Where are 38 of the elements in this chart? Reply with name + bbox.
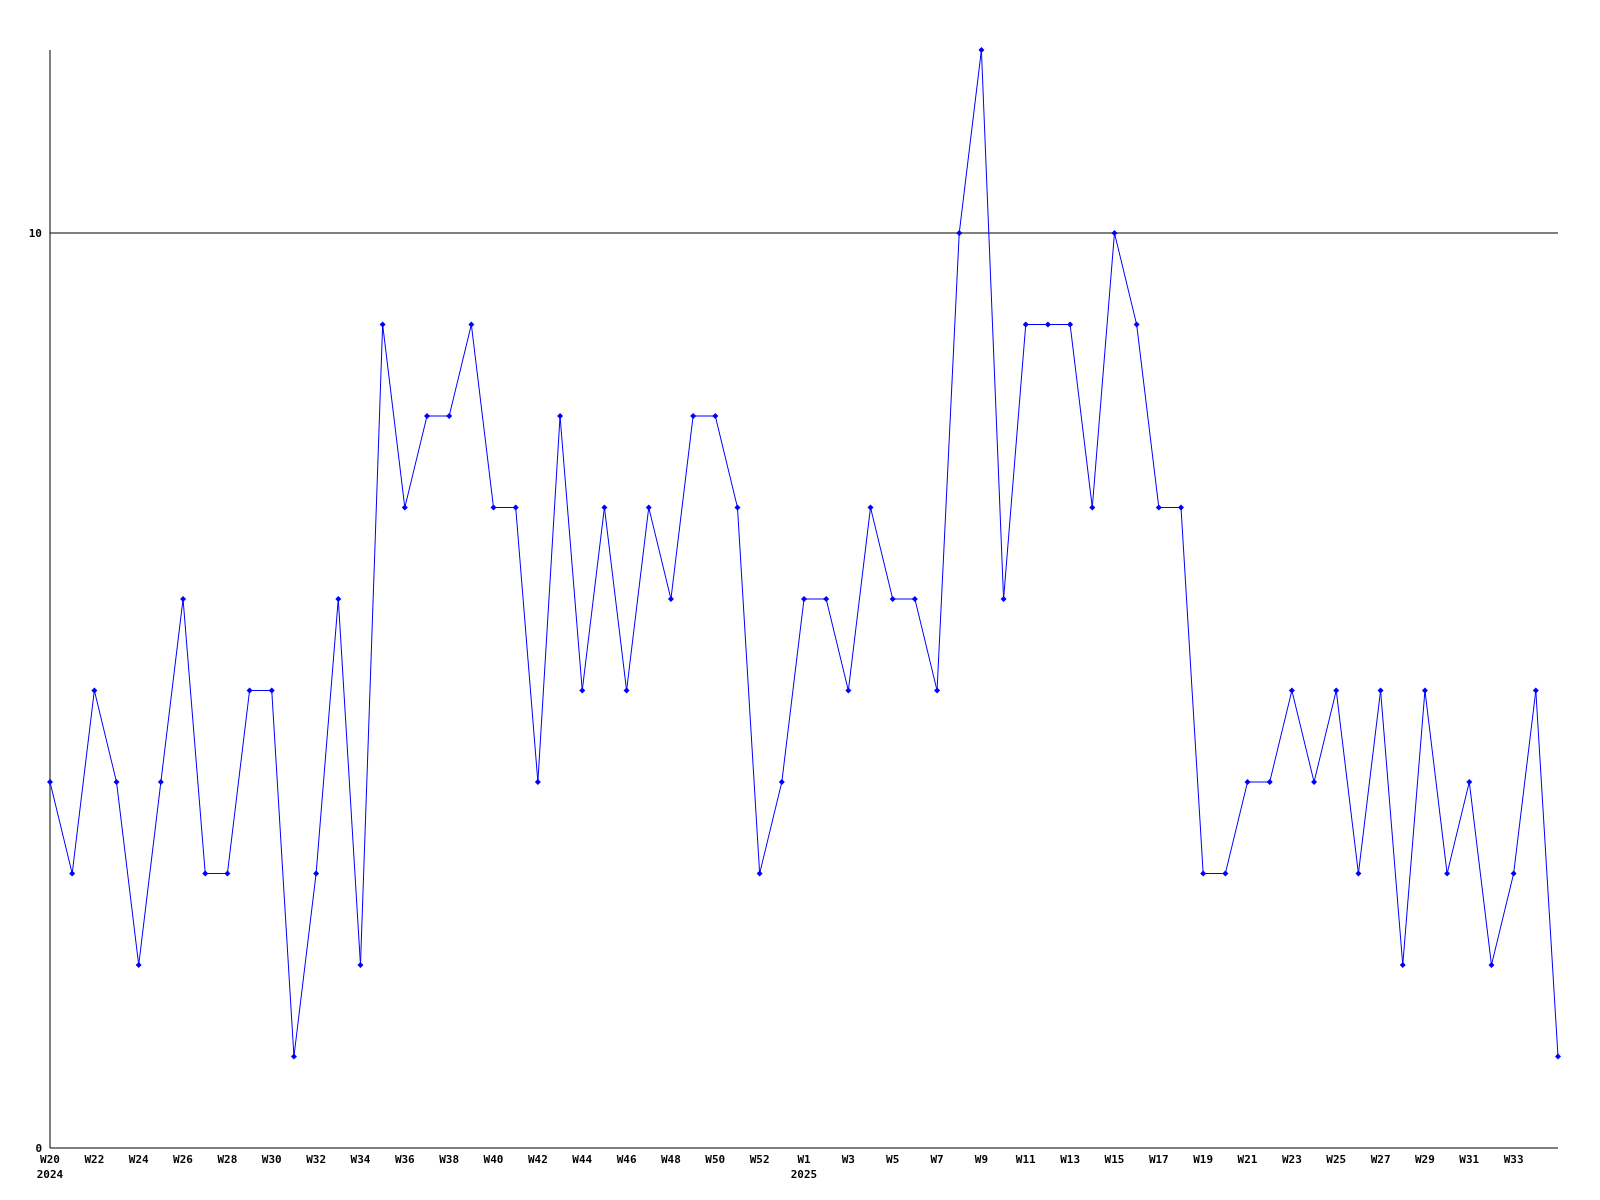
x-tick-label: W1 (797, 1153, 811, 1166)
x-tick-label: W36 (394, 1153, 416, 1166)
x-tick-label: W30 (261, 1153, 282, 1166)
x-tick-label: W21 (1237, 1153, 1258, 1166)
x-tick-label: W23 (1281, 1153, 1302, 1166)
x-tick-label: W28 (217, 1153, 238, 1166)
x-tick-label: W3 (841, 1153, 855, 1166)
x-tick-label: W7 (930, 1153, 944, 1166)
x-tick-label: W33 (1503, 1153, 1524, 1166)
x-tick-label: W46 (616, 1153, 637, 1166)
x-tick-label: W25 (1326, 1153, 1347, 1166)
x-tick-label: W13 (1060, 1153, 1081, 1166)
x-tick-label: W52 (749, 1153, 770, 1166)
x-tick-label: W26 (173, 1153, 194, 1166)
x-tick-label: W24 (128, 1153, 150, 1166)
x-tick-label: W44 (572, 1153, 593, 1166)
x-tick-label: W34 (350, 1153, 371, 1166)
text: 2025 (790, 1168, 818, 1181)
x-tick-label: W42 (527, 1153, 548, 1166)
x-tick-label: W19 (1193, 1153, 1214, 1166)
x-tick-label: W20 (40, 1153, 60, 1166)
x-tick-label: W32 (306, 1153, 327, 1166)
x-tick-label: W22 (84, 1153, 105, 1166)
x-tick-label: W50 (705, 1153, 726, 1166)
x-tick-label: W17 (1148, 1153, 1169, 1166)
x-tick-label: W9 (974, 1153, 989, 1166)
y-tick-label: 0 (35, 1141, 42, 1155)
x-tick-label: W15 (1104, 1153, 1125, 1166)
x-tick-label: W29 (1415, 1153, 1435, 1166)
x-tick-label: W38 (439, 1153, 460, 1166)
x-tick-label: W40 (483, 1153, 504, 1166)
x-tick-label: W27 (1370, 1153, 1391, 1166)
y-tick-label: 10 (28, 226, 42, 240)
text: 2024 (36, 1168, 64, 1181)
x-tick-label: W5 (886, 1153, 900, 1166)
x-tick-label: W48 (661, 1153, 681, 1166)
x-tick-label: W11 (1015, 1153, 1037, 1166)
x-tick-label: W31 (1459, 1153, 1480, 1166)
